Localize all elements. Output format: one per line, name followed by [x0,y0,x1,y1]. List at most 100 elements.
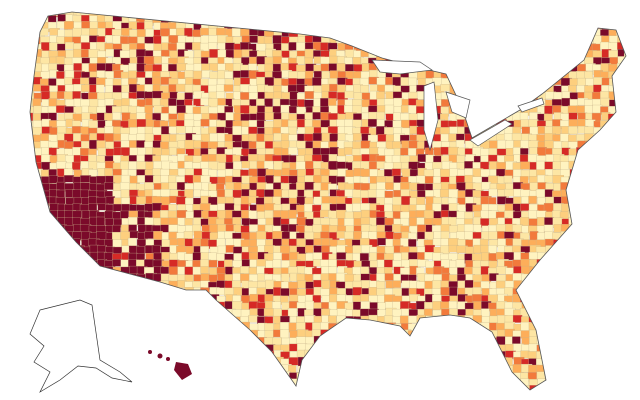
county [232,147,243,156]
county [224,14,236,24]
county [481,99,492,108]
county [408,217,418,228]
county [449,308,458,319]
county [209,323,220,332]
county [161,344,172,355]
county [384,21,395,32]
county [320,56,331,65]
county [352,365,363,375]
county [584,357,594,368]
county [56,267,65,275]
county [329,378,341,388]
county [383,259,394,268]
county [305,385,317,390]
county [528,22,540,33]
county [617,92,626,100]
county [488,344,500,354]
county [393,21,403,30]
county [417,337,427,347]
county [376,349,386,358]
county [48,98,58,107]
county [433,231,442,240]
county [337,393,345,400]
county [505,21,516,31]
county [385,329,396,339]
county [352,105,363,114]
county [176,196,187,206]
county [313,378,324,388]
county [608,182,620,192]
county [81,394,89,400]
county [522,393,531,400]
county [383,42,394,52]
county [482,394,490,400]
county [216,322,228,332]
county [273,371,283,381]
county [241,386,253,390]
county [176,125,186,134]
county [617,134,626,145]
county [312,28,324,37]
county [137,287,148,298]
county [601,237,612,246]
county [137,371,149,381]
county [176,379,188,389]
county [144,358,156,369]
county [57,246,67,256]
county [616,155,626,165]
county [505,12,516,18]
county [568,12,580,16]
county [488,91,500,101]
county [30,77,34,87]
county [177,351,187,360]
county [473,15,484,25]
county [487,12,499,19]
county [505,98,515,108]
county [305,394,316,400]
county [464,50,475,59]
county [624,357,626,367]
county [289,385,300,390]
county [578,393,587,400]
county [328,105,339,114]
county [617,224,626,235]
county [392,196,403,206]
county [320,29,331,37]
county [272,392,283,400]
county [495,280,506,289]
county [367,118,378,127]
county [153,336,164,346]
county [232,357,244,368]
county [30,22,36,31]
county [552,14,562,23]
county [30,154,34,164]
county [512,50,524,59]
county [544,394,553,400]
county [328,14,338,23]
county [625,322,626,333]
county [295,161,306,170]
county [33,189,43,200]
county [553,288,564,297]
county [609,302,619,312]
county [577,246,587,257]
county [457,56,467,67]
county [248,343,259,352]
county [384,393,393,400]
county [424,251,434,260]
county [616,385,626,390]
county [360,140,371,150]
hawaii [148,350,192,380]
county [105,329,115,339]
county [577,343,587,353]
county [472,98,482,108]
county [609,279,621,290]
county [337,22,347,32]
county [232,161,242,170]
county [576,371,587,382]
county [448,189,459,199]
county [551,350,563,361]
county [464,43,476,51]
county [192,238,202,248]
county [536,329,546,339]
